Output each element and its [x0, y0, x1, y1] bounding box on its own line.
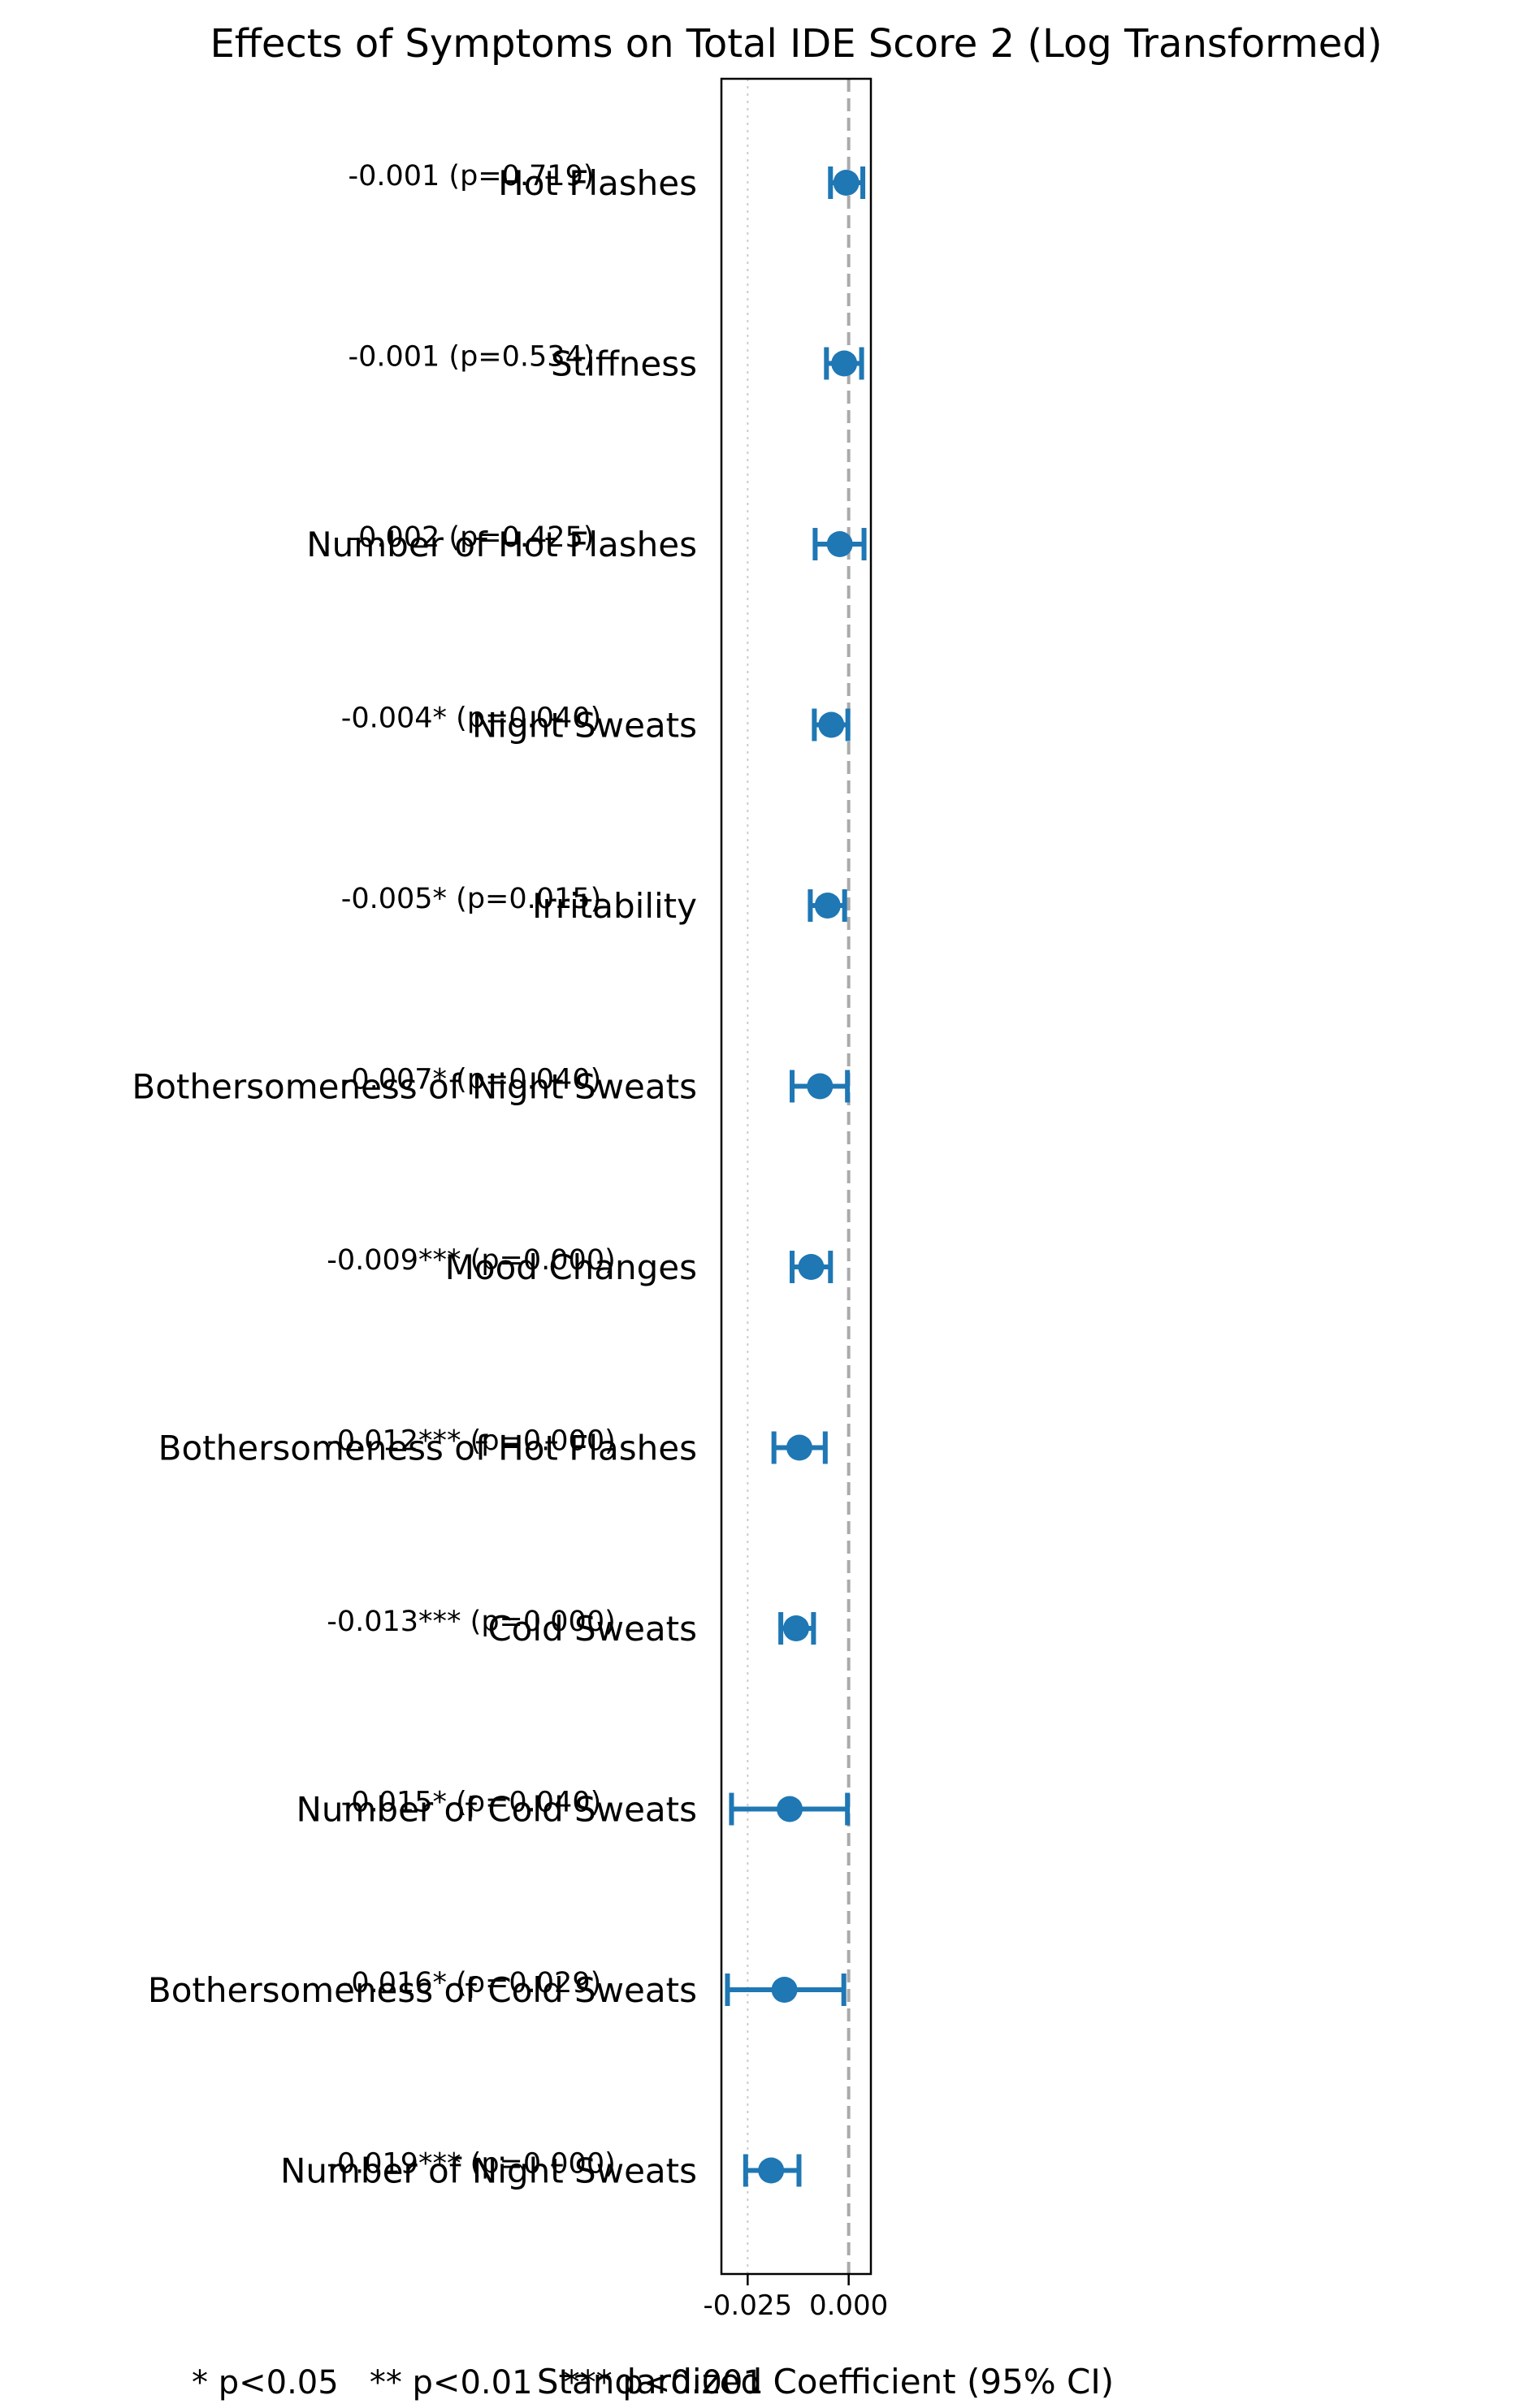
data-row: Number of Hot Flashes-0.002 (p=0.425) [306, 521, 867, 564]
data-row: Bothersomeness of Cold Sweats-0.016* (p=… [148, 1967, 847, 2010]
estimate-point [758, 2157, 785, 2184]
data-row: Mood Changes-0.009*** (p=0.000) [327, 1244, 834, 1287]
data-row: Bothersomeness of Night Sweats-0.007* (p… [132, 1064, 851, 1107]
row-annotation: -0.001 (p=0.719) [348, 160, 594, 192]
row-annotation: -0.002 (p=0.425) [348, 521, 594, 554]
estimate-point [818, 711, 845, 738]
data-row: Irritability-0.005* (p=0.015) [341, 883, 847, 926]
data-row: Number of Night Sweats-0.019*** (p=0.000… [280, 2148, 802, 2191]
row-label: Number of Cold Sweats [296, 1790, 697, 1830]
row-label: Irritability [532, 886, 697, 926]
estimate-point [826, 531, 853, 557]
estimate-point [783, 1615, 809, 1641]
row-annotation: -0.004* (p=0.040) [341, 703, 602, 735]
significance-footnote: * p<0.05 ** p<0.01 *** p<0.001 [192, 2364, 764, 2402]
plot-frame [720, 77, 873, 2276]
x-axis-ticks: -0.025 0.000 [704, 2274, 888, 2322]
row-label: Cold Sweats [487, 1609, 697, 1649]
data-row: Night Sweats-0.004* (p=0.040) [341, 703, 851, 746]
row-label: Hot Flashes [498, 163, 697, 203]
estimate-point [814, 893, 841, 919]
row-annotation: -0.001 (p=0.534) [348, 341, 594, 374]
row-label: Bothersomeness of Hot Flashes [158, 1429, 697, 1468]
chart-title: Effects of Symptoms on Total IDE Score 2… [210, 21, 1382, 67]
row-annotation: -0.015* (p=0.040) [341, 1787, 602, 1819]
estimate-point [833, 170, 860, 196]
estimate-point [798, 1254, 825, 1280]
row-annotation: -0.016* (p=0.029) [341, 1967, 602, 1999]
estimate-point [831, 350, 858, 377]
data-row: Bothersomeness of Hot Flashes-0.012*** (… [158, 1425, 828, 1468]
row-label: Number of Hot Flashes [306, 525, 697, 564]
row-annotation: -0.009*** (p=0.000) [327, 1244, 616, 1277]
estimate-point [777, 1796, 803, 1822]
x-tick-label: 0.000 [809, 2289, 888, 2322]
data-row: Stiffness-0.001 (p=0.534) [348, 341, 864, 384]
data-row: Number of Cold Sweats-0.015* (p=0.040) [296, 1787, 851, 1830]
row-label: Bothersomeness of Night Sweats [132, 1067, 697, 1107]
estimate-point [786, 1434, 812, 1461]
estimate-point [807, 1073, 834, 1100]
row-label: Stiffness [551, 344, 697, 384]
row-annotation: -0.007* (p=0.040) [341, 1064, 602, 1096]
row-label: Bothersomeness of Cold Sweats [148, 1970, 697, 2010]
row-label: Mood Changes [445, 1247, 697, 1287]
estimate-point [771, 1977, 798, 2003]
row-label: Night Sweats [472, 706, 697, 746]
data-row: Hot Flashes-0.001 (p=0.719) [348, 160, 866, 203]
plot-area: Hot Flashes-0.001 (p=0.719)Stiffness-0.0… [132, 77, 888, 2322]
data-rows: Hot Flashes-0.001 (p=0.719)Stiffness-0.0… [132, 160, 867, 2191]
x-axis-label: Standardized Coefficient (95% CI) [537, 2362, 1114, 2402]
row-annotation: -0.019*** (p=0.000) [327, 2148, 616, 2181]
x-tick-label: -0.025 [704, 2289, 793, 2322]
row-annotation: -0.012*** (p=0.000) [327, 1425, 616, 1458]
data-row: Cold Sweats-0.013*** (p=0.000) [327, 1606, 816, 1649]
row-annotation: -0.005* (p=0.015) [341, 883, 602, 915]
row-label: Number of Night Sweats [280, 2151, 697, 2191]
row-annotation: -0.013*** (p=0.000) [327, 1606, 616, 1638]
